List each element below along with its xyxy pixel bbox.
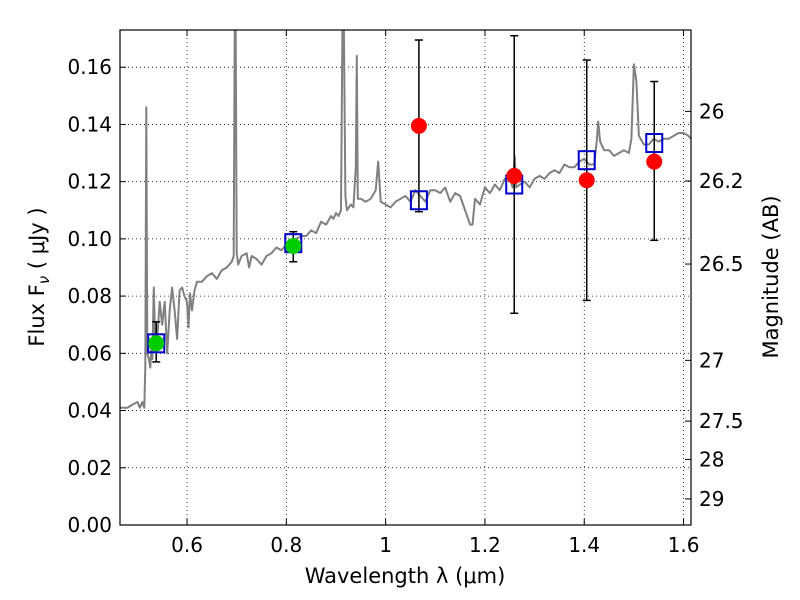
x-tick-label: 1.6 xyxy=(668,533,700,557)
mag-tick-label: 29 xyxy=(699,487,724,511)
mag-tick-label: 26 xyxy=(699,99,724,123)
y2-axis-title: Magnitude (AB) xyxy=(759,195,783,358)
observed-flux-point-green xyxy=(148,335,165,352)
grid-lines xyxy=(120,30,691,526)
mag-tick-label: 26.5 xyxy=(699,252,744,276)
observed-flux-point-red xyxy=(578,172,595,189)
x-tick-label: 1 xyxy=(379,533,392,557)
y-axis-title: Flux Fν ( μJy ) xyxy=(25,207,53,346)
observed-flux-point-green xyxy=(285,238,302,255)
x-tick-label: 0.8 xyxy=(270,533,302,557)
observed-flux-point-red xyxy=(506,167,523,184)
y-tick-label: 0.14 xyxy=(67,112,112,136)
mag-tick-label: 26.2 xyxy=(699,169,744,193)
y-tick-label: 0.04 xyxy=(67,399,112,423)
y-tick-label: 0.12 xyxy=(67,170,112,194)
plot-frame xyxy=(119,29,692,526)
model-photometry-square xyxy=(577,150,596,171)
model-photometry-square xyxy=(409,190,428,211)
y-tick-label: 0.10 xyxy=(67,227,112,251)
axis-ticks: 0.6 0.8 1 1.2 1.4 1.6 0.00 0.02 0.04 0.06 0.08 0.10… xyxy=(67,30,744,557)
x-tick-label: 0.6 xyxy=(171,533,203,557)
mag-tick-label: 28 xyxy=(699,447,724,471)
mag-tick-label: 27.5 xyxy=(699,409,744,433)
y-axis-title-subscript: ν xyxy=(35,276,53,284)
y-tick-label: 0.00 xyxy=(67,513,112,537)
y-tick-label: 0.16 xyxy=(67,55,112,79)
plot-area xyxy=(120,30,691,409)
observed-flux-point-red xyxy=(646,153,663,170)
y-axis-title-main: Flux F xyxy=(25,284,49,346)
x-axis-title: Wavelength λ (μm) xyxy=(305,564,506,588)
model-photometry-square xyxy=(645,133,664,154)
model-spectrum-line xyxy=(120,30,691,409)
observed-flux-point-red xyxy=(410,117,427,134)
mag-tick-label: 27 xyxy=(699,348,724,372)
y-tick-label: 0.02 xyxy=(67,456,112,480)
x-tick-label: 1.4 xyxy=(568,533,600,557)
y-axis-title-unit: ( μJy ) xyxy=(25,207,49,275)
y-tick-label: 0.08 xyxy=(67,284,112,308)
y-tick-label: 0.06 xyxy=(67,341,112,365)
x-tick-label: 1.2 xyxy=(469,533,501,557)
